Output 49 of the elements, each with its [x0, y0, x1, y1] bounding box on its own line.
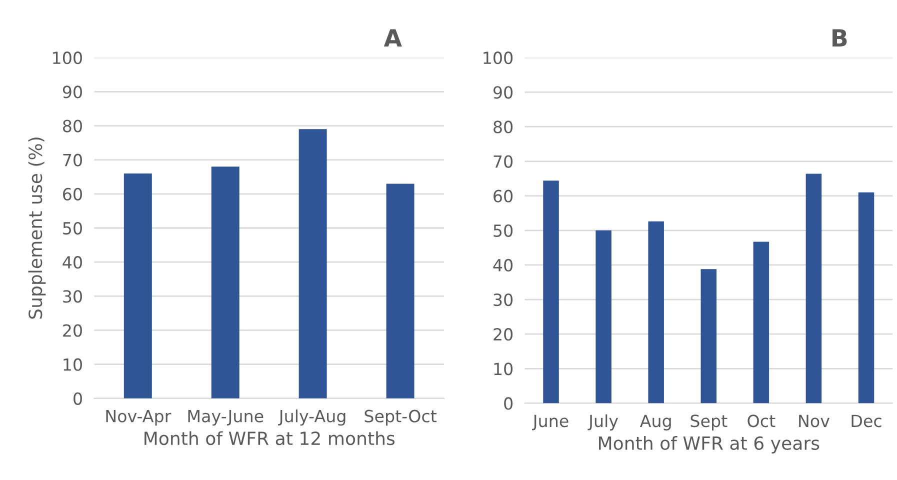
x-tick-label: May-June — [188, 410, 264, 426]
bar — [753, 242, 770, 404]
y-tick-label: 100 — [484, 52, 513, 64]
y-tick-label: 80 — [494, 120, 513, 134]
bar — [858, 192, 874, 404]
x-tick-label: Oct — [748, 414, 776, 428]
bar — [298, 129, 327, 398]
y-tick-label: 0 — [504, 397, 513, 410]
y-tick-label: 50 — [494, 224, 513, 237]
x-tick-label: Nov-Apr — [106, 410, 172, 426]
y-tick-label: 10 — [494, 362, 513, 376]
y-tick-label: 70 — [494, 155, 513, 168]
y-tick-label: 0 — [74, 392, 82, 405]
bar — [543, 180, 559, 404]
bar — [596, 230, 612, 404]
y-tick-label: 50 — [63, 222, 82, 235]
bar — [386, 184, 414, 398]
x-axis-title: Month of WFR at 12 months — [144, 431, 395, 446]
y-tick-label: 20 — [494, 328, 513, 341]
y-tick-label: 20 — [63, 324, 82, 337]
x-tick-label: Nov — [799, 414, 830, 428]
x-tick-label: July-Aug — [278, 410, 346, 426]
y-tick-label: 40 — [493, 258, 513, 272]
x-tick-label: Sept-Oct — [364, 410, 437, 426]
y-tick-label: 90 — [493, 86, 513, 99]
chart-title: A — [384, 29, 402, 46]
bar — [648, 221, 664, 404]
y-tick-label: 60 — [63, 188, 82, 200]
chart-title: B — [832, 29, 847, 46]
y-tick-label: 70 — [63, 154, 82, 166]
bar — [124, 173, 152, 398]
x-tick-label: July — [588, 414, 618, 430]
x-axis-title: Month of WFR at 6 years — [599, 436, 820, 454]
bar — [700, 269, 717, 404]
y-tick-label: 80 — [62, 120, 82, 132]
x-tick-label: June — [532, 414, 568, 430]
y-tick-label: 40 — [62, 256, 82, 269]
y-tick-label: 100 — [53, 52, 82, 64]
bar — [806, 174, 822, 404]
bar — [211, 166, 240, 398]
x-tick-label: Sept — [690, 414, 728, 430]
y-tick-label: 90 — [62, 86, 82, 98]
y-tick-label: 60 — [494, 190, 513, 202]
y-tick-label: 30 — [494, 293, 513, 306]
y-tick-label: 30 — [63, 290, 82, 303]
y-axis-title: Supplement use (%) — [28, 138, 46, 319]
y-tick-label: 10 — [64, 358, 82, 371]
x-tick-label: Aug — [640, 414, 671, 430]
x-tick-label: Dec — [852, 414, 882, 428]
